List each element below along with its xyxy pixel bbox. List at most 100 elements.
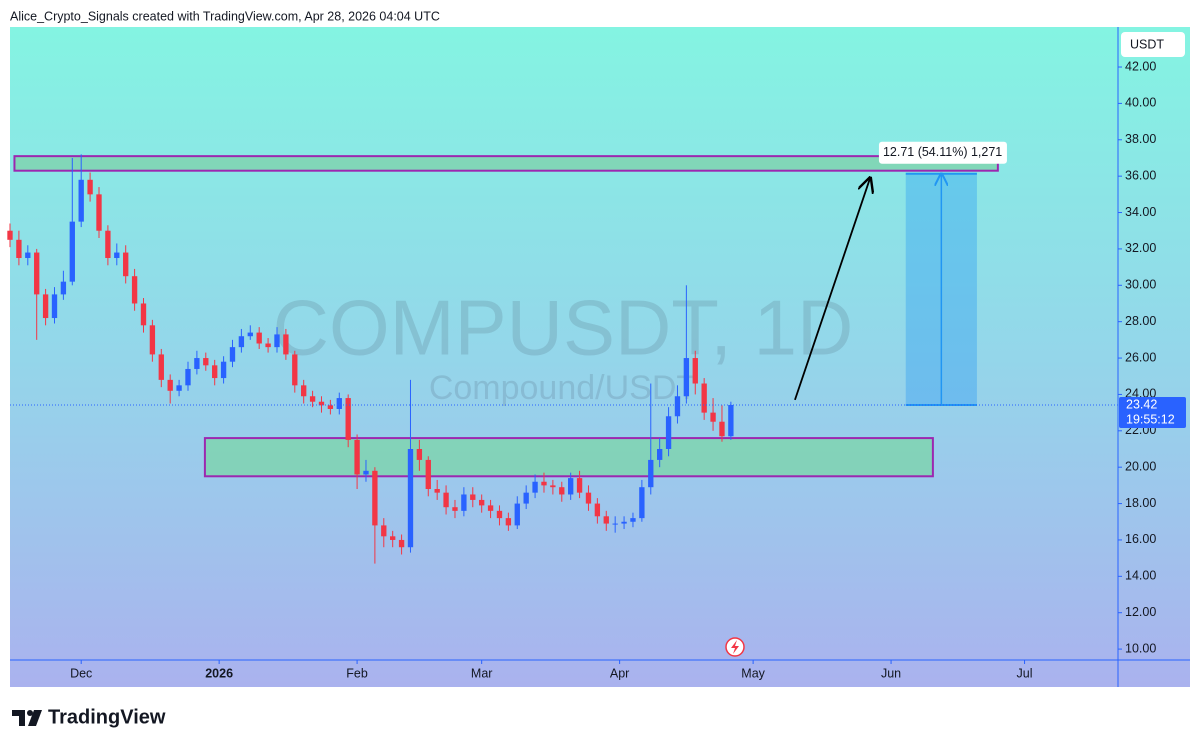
candle-body (283, 334, 289, 355)
candle-body (398, 539, 405, 548)
candle-body (131, 276, 138, 304)
zone (203, 437, 934, 478)
x-tick-label: May (741, 666, 765, 680)
brand-logo (12, 710, 42, 726)
projection-label-box (878, 141, 1007, 164)
candle-body (140, 303, 147, 326)
trend-arrow (794, 178, 870, 401)
candle-body (60, 281, 67, 295)
candle-body (301, 385, 307, 397)
candle-body (176, 385, 182, 391)
candle-body (363, 470, 369, 475)
candle-body (416, 449, 423, 460)
last-price-label: 23.42 (1126, 397, 1157, 411)
candle-body (220, 361, 227, 379)
candle-body (265, 343, 271, 348)
brand: TradingView (48, 706, 166, 728)
candle-body (639, 487, 645, 519)
candle-body (34, 252, 40, 295)
header: Alice_Crypto_Signals created with Tradin… (10, 9, 440, 23)
candle-body (523, 492, 529, 504)
y-tick-label: 12.00 (1125, 605, 1156, 619)
candle-body (185, 368, 191, 386)
candle-body (710, 412, 716, 422)
y-tick-label: 36.00 (1125, 168, 1156, 182)
currency-box[interactable] (1121, 32, 1185, 57)
candle-body (585, 492, 592, 504)
candle-body (238, 336, 245, 348)
x-tick-label: Mar (471, 666, 493, 680)
candle-body (443, 492, 449, 508)
projection-label: 12.71 (54.11%) 1,271 (883, 145, 1002, 159)
candle-body (541, 481, 547, 486)
x-tick-label: Feb (346, 666, 368, 680)
candle-body (719, 421, 725, 437)
candle-body (648, 459, 654, 488)
candle-body (594, 503, 601, 517)
y-tick-label: 28.00 (1125, 314, 1156, 328)
countdown: 19:55:12 (1126, 412, 1175, 426)
y-tick-label: 26.00 (1125, 350, 1156, 364)
candle-body (158, 354, 164, 380)
candle-body (674, 396, 681, 417)
y-tick-label: 40.00 (1125, 96, 1156, 110)
candle-body (16, 239, 22, 259)
candle-body (407, 449, 414, 548)
candle-body (479, 499, 485, 506)
candle-body (327, 405, 334, 409)
candle-body (25, 252, 31, 259)
candle-body (51, 294, 58, 319)
candle-body (683, 358, 690, 397)
candle-body (461, 494, 467, 511)
candle-body (212, 365, 218, 379)
candle-body (372, 470, 378, 526)
candle-body (487, 505, 494, 511)
candle-body (292, 354, 298, 386)
candle-body (229, 347, 236, 362)
candle-body (621, 521, 627, 524)
candle-body (559, 487, 565, 495)
watermark-title: COMPUSDT, 1D (273, 284, 854, 372)
x-tick-label: 2026 (205, 666, 233, 680)
last-price-tag (1119, 396, 1186, 428)
candle-body (612, 523, 618, 525)
candle-body (167, 379, 173, 391)
candle-body (568, 478, 574, 495)
candle-body (470, 494, 476, 500)
x-tick-label: Jul (1017, 666, 1033, 680)
candle-body (42, 294, 49, 319)
y-tick-label: 10.00 (1125, 641, 1156, 655)
x-tick-label: Jun (881, 666, 901, 680)
candle-body (657, 449, 663, 460)
candle-body (728, 404, 734, 437)
candle-body (630, 518, 636, 522)
candle-body (701, 383, 707, 413)
candle-body (123, 252, 129, 277)
candle-body (256, 332, 262, 344)
candle-body (434, 489, 440, 493)
candle-body (203, 358, 209, 366)
candle-body (692, 358, 698, 384)
candle-body (425, 459, 431, 490)
candle-body (318, 401, 325, 406)
candle-body (576, 478, 583, 493)
candle-body (194, 358, 200, 369)
y-tick-label: 20.00 (1125, 459, 1156, 473)
y-tick-label: 38.00 (1125, 132, 1156, 146)
candle-body (345, 398, 351, 440)
y-tick-label: 18.00 (1125, 496, 1156, 510)
candle-body (390, 536, 396, 540)
y-tick-label: 16.00 (1125, 532, 1156, 546)
candle-body (274, 334, 280, 348)
candle-body (514, 503, 520, 526)
candle-body (665, 416, 672, 449)
candle-body (105, 230, 111, 259)
event-icon-bolt (731, 640, 739, 654)
candle-body (550, 485, 556, 488)
candle-body (7, 230, 13, 240)
chart-background (10, 27, 1190, 687)
x-tick-label: Dec (70, 666, 92, 680)
candle-body (87, 179, 93, 195)
